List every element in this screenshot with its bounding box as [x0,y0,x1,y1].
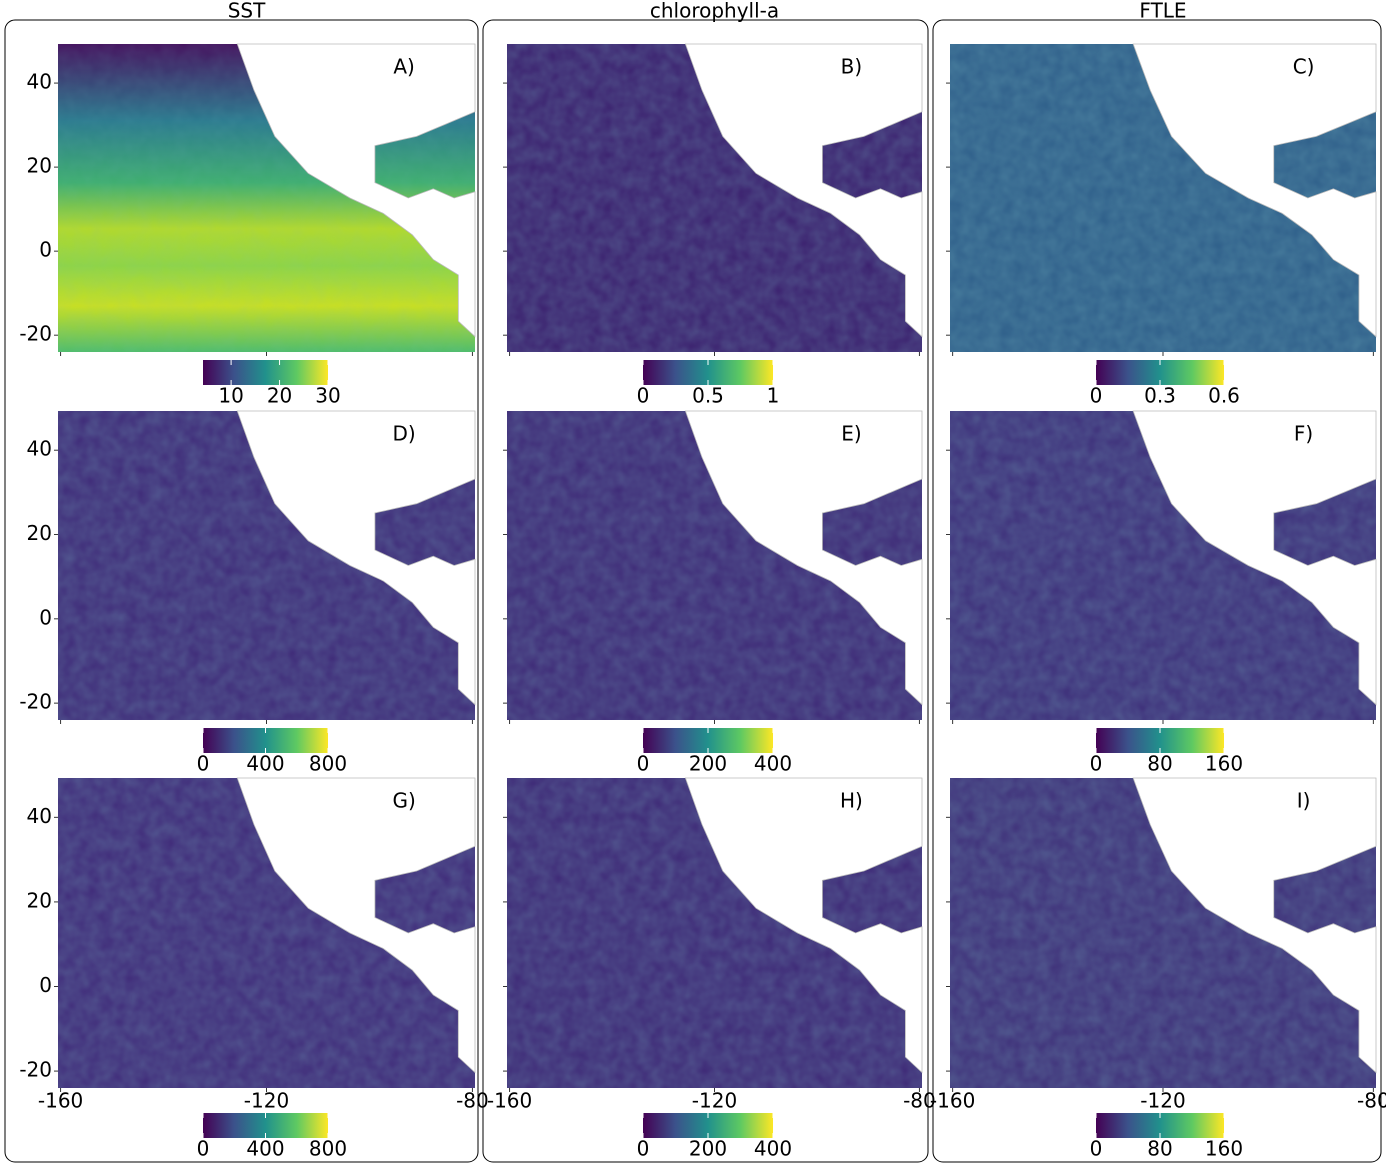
colorbar-tick-label: 0 [197,1137,210,1161]
colorbar-tick-label: 1 [767,384,780,408]
colorbar-tick-label: 400 [246,752,284,776]
panel-label: I) [1297,789,1311,813]
x-tick-label: -120 [692,1089,737,1113]
colorbar-tick-label: 0.5 [692,384,724,408]
column-frame [932,19,1382,1163]
y-tick-label: 0 [39,605,52,629]
colorbar-tick-label: 400 [246,1137,284,1161]
colorbar-tick-label: 160 [1205,1137,1243,1161]
x-tick-label: -120 [244,1089,289,1113]
colorbar-tick-label: 0 [1090,384,1103,408]
colorbar-tick-label: 200 [689,1137,727,1161]
colorbar-tick-label: 80 [1147,1137,1172,1161]
y-tick-label: -20 [19,690,52,714]
column-title: chlorophyll-a [650,0,779,23]
land [1132,410,1377,706]
colorbar-tick-label: 10 [218,384,243,408]
column-title: SST [228,0,266,23]
colorbar-tick-label: 20 [267,384,292,408]
y-tick-label: -20 [19,1058,52,1082]
colorbar-tick-label: 0 [637,384,650,408]
land [684,43,923,338]
colorbar-tick-label: 30 [315,384,340,408]
colorbar-tick-label: 200 [689,752,727,776]
panel-label: C) [1293,55,1315,79]
column-frame [4,19,479,1163]
y-tick-label: 40 [27,804,52,828]
y-tick-label: 20 [27,154,52,178]
colorbar-tick-label: 0.3 [1144,384,1176,408]
land [1132,43,1377,338]
colorbar [203,360,328,385]
x-tick-label: -80 [456,1089,489,1113]
colorbar-tick-label: 800 [309,1137,347,1161]
colorbar-tick-label: 0.6 [1208,384,1240,408]
colorbar-tick-label: 0 [637,1137,650,1161]
land [236,410,476,706]
colorbar-tick-label: 0 [637,752,650,776]
panel-label: A) [393,55,414,79]
y-tick-label: 0 [39,973,52,997]
column-title: FTLE [1139,0,1186,23]
x-tick-label: -80 [1357,1089,1386,1113]
land [1132,777,1377,1074]
y-tick-label: -20 [19,322,52,346]
panel-label: G) [392,789,415,813]
panel-label: E) [841,422,861,446]
y-tick-label: 20 [27,888,52,912]
colorbar-tick-label: 0 [1090,1137,1103,1161]
panel-label: F) [1294,422,1313,446]
x-tick-label: -160 [487,1089,532,1113]
x-tick-label: -80 [903,1089,936,1113]
y-tick-label: 40 [27,437,52,461]
land [236,777,476,1074]
x-tick-label: -160 [930,1089,975,1113]
colorbar-tick-label: 80 [1147,752,1172,776]
land [684,410,923,706]
land [684,777,923,1074]
y-tick-label: 0 [39,238,52,262]
colorbar-tick-label: 0 [197,752,210,776]
y-tick-label: 40 [27,70,52,94]
panel-label: B) [841,55,863,79]
colorbar-tick-label: 800 [309,752,347,776]
x-tick-label: -160 [38,1089,83,1113]
panel-label: D) [393,422,416,446]
colorbar-tick-label: 160 [1205,752,1243,776]
colorbar-tick-label: 0 [1090,752,1103,776]
panel-label: H) [840,789,863,813]
column-frame [482,19,929,1163]
x-tick-label: -120 [1140,1089,1185,1113]
colorbar-tick-label: 400 [754,752,792,776]
land [236,43,476,338]
y-tick-label: 20 [27,521,52,545]
colorbar-tick-label: 400 [754,1137,792,1161]
